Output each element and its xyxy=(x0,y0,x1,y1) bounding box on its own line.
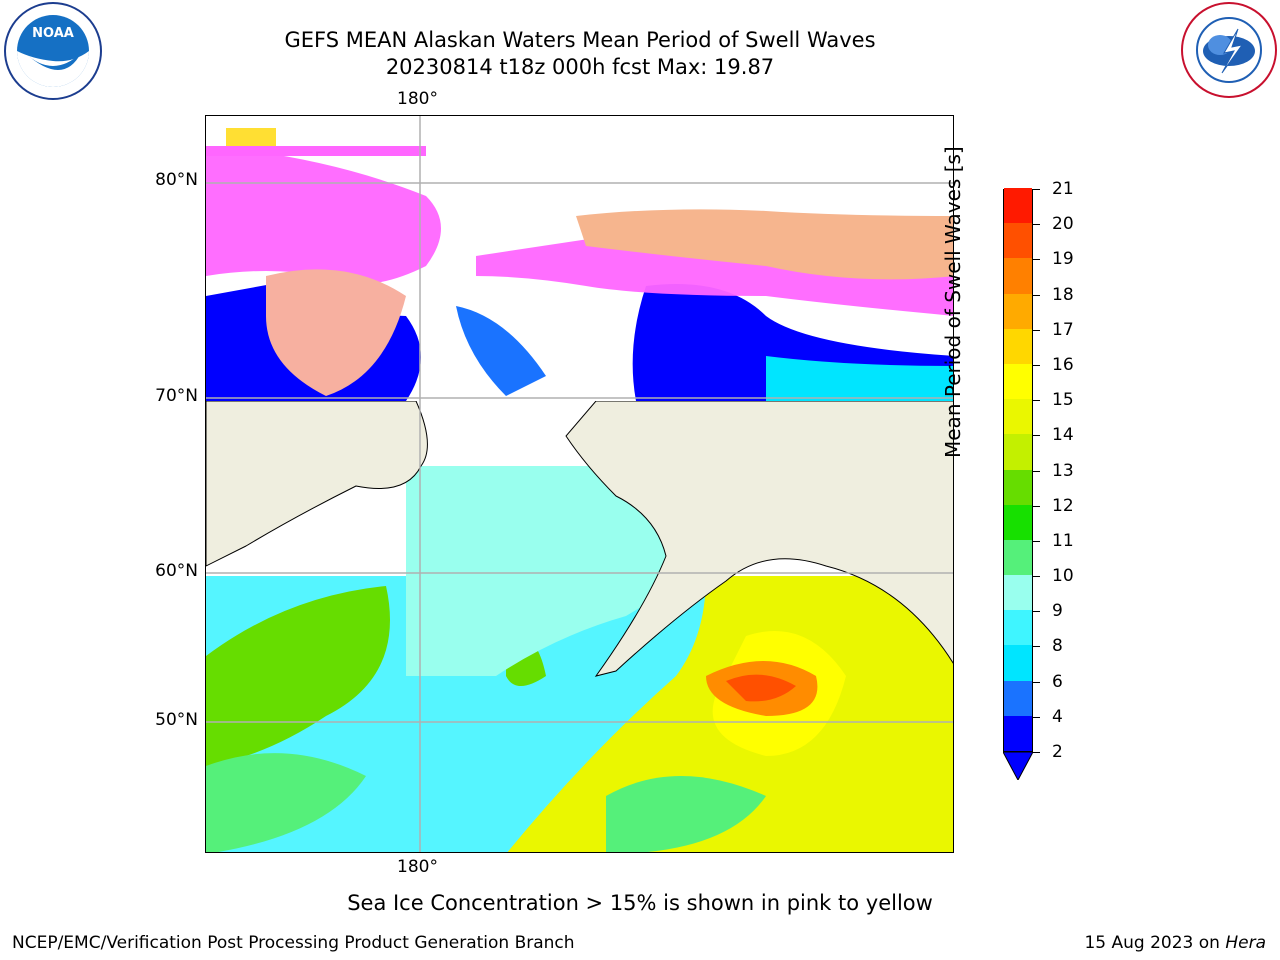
sea-ice-north-yellow xyxy=(576,209,953,280)
colorbar-tick xyxy=(1033,540,1040,542)
nws-logo xyxy=(1180,1,1278,99)
colorbar-segment xyxy=(1004,539,1032,576)
colorbar-tick-label: 13 xyxy=(1052,460,1074,481)
alaska-land xyxy=(565,400,953,677)
colorbar-segment xyxy=(1004,715,1032,751)
colorbar-tick-label: 21 xyxy=(1052,179,1074,199)
colorbar-tick xyxy=(1033,435,1040,437)
colorbar-tick xyxy=(1033,400,1040,402)
sea-ice-top xyxy=(206,146,426,156)
colorbar xyxy=(1003,187,1033,752)
arctic-mid xyxy=(456,306,546,396)
arctic-cyan xyxy=(766,356,953,401)
swell-max-core xyxy=(726,674,796,702)
colorbar-tick xyxy=(1033,611,1040,613)
lat-label-70: 70°N xyxy=(155,386,198,406)
colorbar-tick xyxy=(1033,259,1040,261)
sea-ice-west xyxy=(206,146,441,284)
colorbar-tick-label: 16 xyxy=(1052,354,1074,375)
colorbar-tick-label: 11 xyxy=(1052,530,1074,551)
colorbar-segment xyxy=(1004,293,1032,329)
lon-label-bottom: 180° xyxy=(397,857,438,877)
western-green xyxy=(206,586,390,766)
colorbar-tick xyxy=(1033,576,1040,578)
lat-label-60: 60°N xyxy=(155,561,198,581)
colorbar-tick xyxy=(1033,364,1040,366)
colorbar-tick xyxy=(1033,224,1040,226)
colorbar-tick-label: 14 xyxy=(1052,425,1074,446)
colorbar-tick-label: 12 xyxy=(1052,495,1074,516)
noaa-logo: NOAA xyxy=(3,1,103,101)
colorbar-segment xyxy=(1004,574,1032,611)
footer-right: 15 Aug 2023 on Hera xyxy=(1084,933,1266,953)
colorbar-tick-label: 19 xyxy=(1052,249,1074,270)
south-green xyxy=(606,776,766,852)
colorbar-tick-label: 4 xyxy=(1052,706,1063,727)
colorbar-tick xyxy=(1033,681,1040,683)
colorbar-tick xyxy=(1033,294,1040,296)
colorbar-tick-label: 20 xyxy=(1052,214,1074,235)
colorbar-tick xyxy=(1033,470,1040,472)
map-canvas xyxy=(206,116,953,852)
colorbar-tick-label: 15 xyxy=(1052,390,1074,411)
colorbar-segment xyxy=(1004,398,1032,435)
bering-sea xyxy=(406,466,676,676)
colorbar-tick-label: 9 xyxy=(1052,601,1063,622)
colorbar-extend-triangle xyxy=(1002,751,1034,782)
colorbar-tick xyxy=(1033,716,1040,718)
colorbar-tick-label: 8 xyxy=(1052,636,1063,657)
lat-label-80: 80°N xyxy=(155,170,198,190)
sea-ice-west-yellow xyxy=(266,269,406,396)
colorbar-segment xyxy=(1004,363,1032,400)
colorbar-segment xyxy=(1004,187,1032,224)
graticule xyxy=(206,116,953,852)
colorbar-segment xyxy=(1004,257,1032,294)
sea-ice-note: Sea Ice Concentration > 15% is shown in … xyxy=(347,891,933,915)
map-panel xyxy=(205,115,954,853)
colorbar-segment xyxy=(1004,504,1032,540)
colorbar-tick xyxy=(1033,189,1040,190)
colorbar-tick xyxy=(1033,646,1040,648)
footer-left: NCEP/EMC/Verification Post Processing Pr… xyxy=(12,933,575,953)
colorbar-segment xyxy=(1004,469,1032,505)
colorbar-segment xyxy=(1004,222,1032,259)
lat-label-50: 50°N xyxy=(155,710,198,730)
colorbar-tick xyxy=(1033,329,1040,331)
lon-label-top: 180° xyxy=(397,89,438,109)
siberia-land xyxy=(206,400,428,567)
colorbar-tick xyxy=(1033,752,1040,753)
colorbar-segment xyxy=(1004,680,1032,716)
colorbar-title: Mean Period of Swell Waves [s] xyxy=(941,146,966,458)
footer-date: 15 Aug 2023 on xyxy=(1084,933,1226,953)
colorbar-tick-label: 10 xyxy=(1052,566,1074,587)
colorbar-segment xyxy=(1004,609,1032,646)
colorbar-tick-label: 2 xyxy=(1052,742,1063,762)
colorbar-tick xyxy=(1033,505,1040,507)
colorbar-tick-label: 6 xyxy=(1052,671,1063,692)
sea-ice-top-yellow xyxy=(226,128,276,146)
footer-host: Hera xyxy=(1225,933,1266,953)
sw-green xyxy=(206,753,366,852)
colorbar-segment xyxy=(1004,328,1032,364)
colorbar-tick-label: 17 xyxy=(1052,319,1074,340)
chart-subtitle: 20230814 t18z 000h fcst Max: 19.87 xyxy=(385,55,775,79)
colorbar-tick-label: 18 xyxy=(1052,284,1074,305)
colorbar-segment xyxy=(1004,644,1032,681)
colorbar-segment xyxy=(1004,433,1032,470)
svg-text:NOAA: NOAA xyxy=(32,26,74,41)
chart-title: GEFS MEAN Alaskan Waters Mean Period of … xyxy=(284,28,876,52)
